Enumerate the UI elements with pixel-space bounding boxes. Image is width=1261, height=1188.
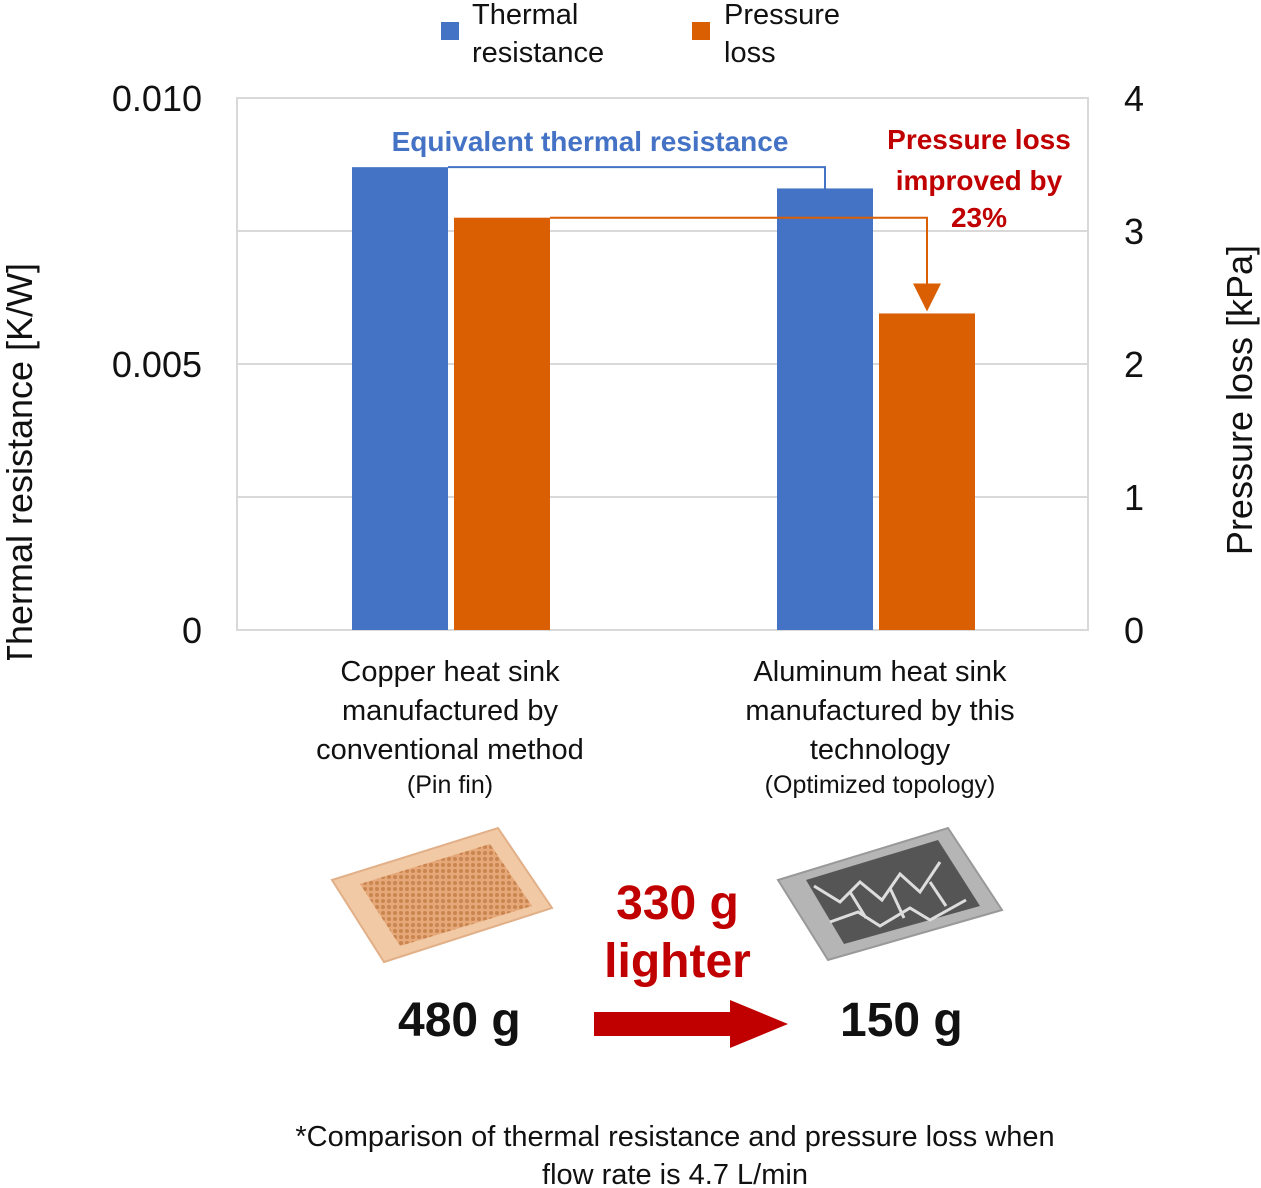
category-label-copper: Copper heat sink manufactured by convent… <box>240 653 660 800</box>
y-right-tick: 4 <box>1124 78 1144 119</box>
y-axis-right-label: Pressure loss [kPa] <box>1219 245 1260 555</box>
bar-thermal-1 <box>777 188 873 630</box>
y-right-tick: 1 <box>1124 477 1144 518</box>
category-text: Aluminum heat sink manufactured by this … <box>745 656 1015 766</box>
pressure-annotation: Pressure loss <box>887 124 1071 155</box>
pressure-annotation: 23% <box>951 202 1007 233</box>
y-left-tick: 0.010 <box>112 78 202 119</box>
copper-weight: 480 g <box>398 994 521 1047</box>
category-sublabel: (Pin fin) <box>406 771 494 799</box>
equivalent-annotation: Equivalent thermal resistance <box>392 126 789 157</box>
weight-difference: 330 g lighter <box>560 875 795 991</box>
pressure-arrow-head <box>913 283 941 312</box>
weight-difference-line2: lighter <box>604 935 751 988</box>
copper-heat-sink-image <box>330 826 554 964</box>
y-right-tick: 0 <box>1124 610 1144 651</box>
aluminum-heat-sink-image <box>776 826 1004 962</box>
bar-pressure-0 <box>454 217 550 630</box>
aluminum-weight: 150 g <box>840 994 963 1047</box>
footnote-line2: flow rate is 4.7 L/min <box>542 1159 808 1188</box>
chart: 0 0.005 0.010 0 1 2 3 4 Thermal resistance [K/W… <box>0 0 1260 660</box>
bar-thermal-0 <box>352 167 448 630</box>
plot-frame <box>236 97 1089 631</box>
legend-label: Thermal <box>472 0 578 31</box>
y-axis-left-label: Thermal resistance [K/W] <box>0 263 40 660</box>
pressure-annotation: improved by <box>896 165 1063 196</box>
equivalent-bracket <box>448 166 826 189</box>
legend-swatch-pressure <box>692 22 710 40</box>
bar-pressure-1 <box>879 313 975 630</box>
legend-label: loss <box>724 37 776 69</box>
y-right-tick: 2 <box>1124 344 1144 385</box>
y-left-tick: 0.005 <box>112 344 202 385</box>
category-text: Copper heat sink manufactured by convent… <box>316 656 584 766</box>
y-right-tick: 3 <box>1124 211 1144 252</box>
legend-label: Pressure <box>724 0 840 31</box>
category-label-aluminum: Aluminum heat sink manufactured by this … <box>670 653 1090 800</box>
footnote: *Comparison of thermal resistance and pr… <box>200 1118 1150 1188</box>
footnote-line1: *Comparison of thermal resistance and pr… <box>295 1121 1055 1153</box>
right-arrow-icon <box>594 1000 788 1048</box>
weight-difference-line1: 330 g <box>616 877 739 930</box>
legend-label: resistance <box>472 37 604 69</box>
category-sublabel: (Optimized topology) <box>764 771 996 799</box>
pressure-arrow-line <box>550 216 928 286</box>
legend-swatch-thermal <box>441 22 459 40</box>
y-left-tick: 0 <box>182 610 202 651</box>
